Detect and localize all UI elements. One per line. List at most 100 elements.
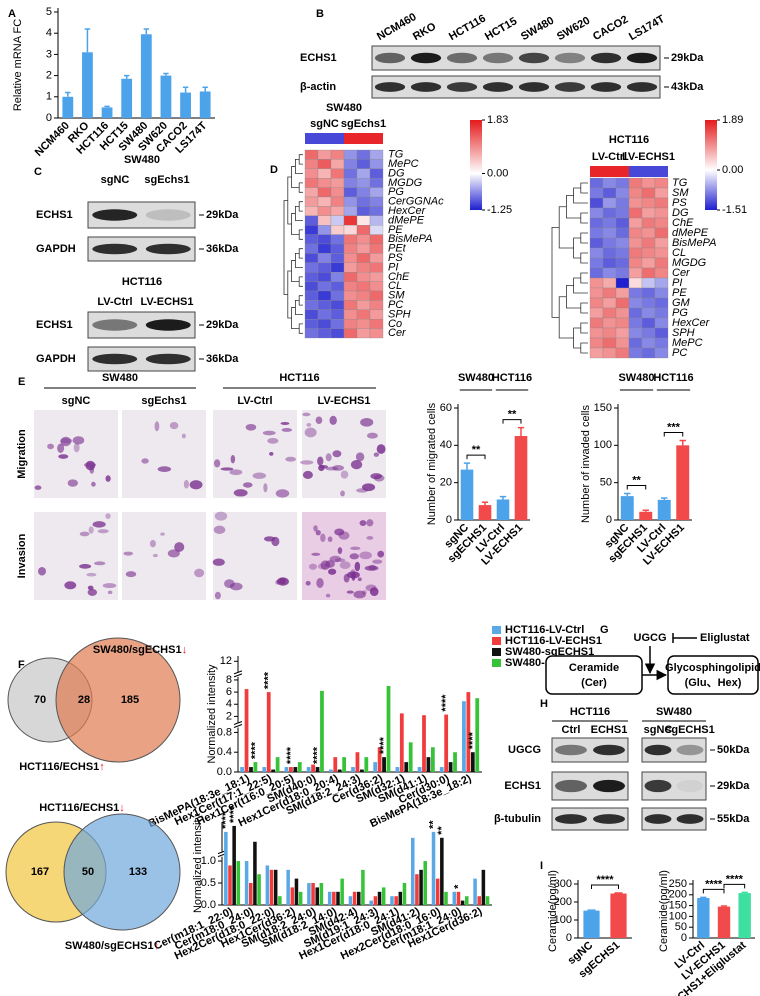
y-tick-label: 40 <box>440 439 452 451</box>
bar <box>355 752 360 772</box>
cell <box>233 489 248 497</box>
cell <box>304 427 317 438</box>
heatmap-cell <box>654 287 669 299</box>
heatmap-cell <box>317 215 332 226</box>
row-label: β-tubulin <box>494 813 541 825</box>
heatmap-cell <box>317 243 332 254</box>
heatmap-cell <box>654 347 669 359</box>
heatmap-cell <box>602 337 617 349</box>
heatmap-cell <box>356 272 371 282</box>
cell <box>141 458 149 464</box>
bar <box>286 869 290 905</box>
heatmap-cell <box>602 307 617 319</box>
scale-label: -1.25 <box>487 204 512 216</box>
bar <box>262 767 267 772</box>
heatmap-cell <box>343 149 358 160</box>
cell <box>373 474 385 482</box>
heatmap-cell <box>304 215 319 226</box>
heatmap-cell <box>654 317 669 329</box>
y-tick-label: 0 <box>681 932 687 944</box>
bar <box>240 767 244 772</box>
heatmap-cell <box>343 309 358 320</box>
blot-band <box>644 779 672 793</box>
bar <box>460 469 474 520</box>
heatmap-cell <box>654 177 669 189</box>
heatmap-cell <box>589 177 604 189</box>
lane-label: sgNC <box>101 174 130 186</box>
heatmap-cell <box>343 272 358 282</box>
blot-band <box>593 779 625 793</box>
bar <box>307 883 311 905</box>
significance: **** <box>440 694 452 712</box>
heatmap-cell <box>356 281 371 292</box>
size-label: 43kDa <box>671 81 704 93</box>
cell <box>349 553 359 560</box>
heatmap-cell <box>654 297 669 309</box>
cell <box>364 565 379 571</box>
heatmap-cell <box>615 267 630 279</box>
bar <box>453 752 457 772</box>
bar <box>398 891 403 905</box>
row-label: Migration <box>16 429 28 479</box>
cell <box>262 430 276 436</box>
bar <box>402 883 407 905</box>
cell <box>325 466 339 471</box>
heatmap-cell <box>369 149 384 160</box>
heatmap-cell <box>356 159 371 169</box>
blot-band <box>374 82 406 92</box>
heatmap-cell <box>602 217 617 229</box>
cell <box>245 423 257 431</box>
y-axis-label: Number of invaded cells <box>580 405 592 524</box>
heatmap-cell <box>628 197 643 209</box>
row-label: TG <box>388 149 404 161</box>
bar <box>319 883 324 905</box>
size-label: 29kDa <box>206 209 239 221</box>
error-bar <box>587 909 596 911</box>
row-label: DG <box>672 207 689 219</box>
cell <box>213 459 221 468</box>
row-label: TG <box>672 177 688 189</box>
blot-band <box>518 52 550 64</box>
bar <box>583 910 600 938</box>
cell <box>214 511 228 521</box>
bar <box>452 891 457 905</box>
cell <box>353 590 366 599</box>
heatmap-cell <box>628 207 643 219</box>
heatmap-cell <box>317 300 332 310</box>
y-tick-label: 8 <box>226 674 232 686</box>
y-tick-label: 0 <box>566 932 572 944</box>
venn-label: HCT116/ECHS1↓ <box>39 802 125 814</box>
significance: **** <box>228 805 240 823</box>
dendrogram <box>298 295 303 306</box>
cell <box>107 590 113 595</box>
group-label: sgEchs1 <box>341 118 386 130</box>
cell <box>376 444 386 454</box>
heatmap-cell <box>589 347 604 359</box>
cell <box>325 593 331 598</box>
bar <box>369 900 373 905</box>
heatmap-cell <box>654 237 669 249</box>
heatmap-cell <box>304 234 319 245</box>
heatmap-cell <box>615 317 630 329</box>
heatmap-cell <box>615 287 630 299</box>
bar <box>411 837 415 905</box>
heatmap-cell <box>304 149 319 160</box>
heatmap-cell <box>641 337 656 349</box>
heatmap-cell <box>343 196 358 207</box>
significance: **** <box>705 878 723 890</box>
heatmap-cell <box>369 178 384 188</box>
heatmap-cell <box>369 262 384 273</box>
bar <box>377 891 382 905</box>
cell <box>339 561 351 570</box>
heatmap-cell <box>654 207 669 219</box>
heatmap-cell <box>641 247 656 259</box>
significance: **** <box>285 746 297 764</box>
row-label: PI <box>672 277 682 289</box>
heatmap-cell <box>628 227 643 239</box>
row-label: GAPDH <box>36 243 76 255</box>
row-label: GM <box>672 297 691 309</box>
axis-break <box>233 721 243 728</box>
y-tick-label: 3 <box>46 48 52 60</box>
cell <box>97 529 109 534</box>
cell <box>72 436 85 445</box>
